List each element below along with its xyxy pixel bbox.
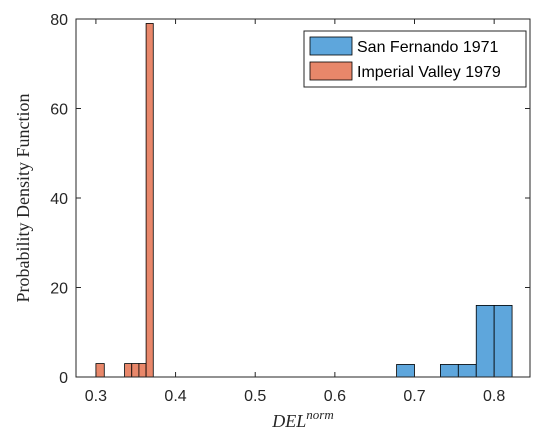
bar-series1-4 — [475, 304, 495, 378]
y-tick-label: 0 — [59, 370, 68, 387]
legend: San Fernando 1971 Imperial Valley 1979 — [303, 30, 527, 88]
x-axis-title: DELnorm — [271, 407, 333, 431]
x-tick-label: 0.4 — [164, 388, 186, 405]
legend-label: Imperial Valley 1979 — [357, 64, 501, 81]
x-tick-label: 0.3 — [85, 388, 107, 405]
bar-series2-3 — [131, 363, 140, 378]
y-tick-label: 20 — [50, 281, 68, 298]
x-tick-label: 0.8 — [483, 388, 505, 405]
y-axis-title: Probability Density Function — [13, 94, 33, 303]
bar-series1-2 — [439, 364, 459, 378]
bar-series1-3 — [457, 364, 477, 378]
y-tick-label: 60 — [50, 102, 68, 119]
bar-series2-2 — [124, 363, 133, 378]
bar-series2-5 — [145, 23, 154, 378]
legend-label: San Fernando 1971 — [357, 39, 499, 56]
x-tick-label: 0.7 — [403, 388, 425, 405]
x-tick-label: 0.5 — [244, 388, 266, 405]
y-tick-label: 80 — [50, 12, 68, 29]
legend-swatch — [309, 36, 353, 56]
bar-series2-1 — [95, 363, 105, 378]
x-axis-title-base: DEL — [271, 411, 306, 431]
bar-series1-5 — [493, 304, 513, 378]
bar-series2-4 — [138, 363, 147, 378]
x-tick-label: 0.6 — [324, 388, 346, 405]
x-axis: 0.3 0.4 0.5 0.6 0.7 0.8 — [85, 19, 505, 405]
x-axis-title-superscript: norm — [306, 407, 333, 422]
y-axis: 0 20 40 60 80 — [50, 12, 530, 387]
legend-swatch — [309, 61, 353, 81]
bar-series1-1 — [396, 364, 415, 378]
plot-area — [95, 23, 513, 378]
y-tick-label: 40 — [50, 191, 68, 208]
